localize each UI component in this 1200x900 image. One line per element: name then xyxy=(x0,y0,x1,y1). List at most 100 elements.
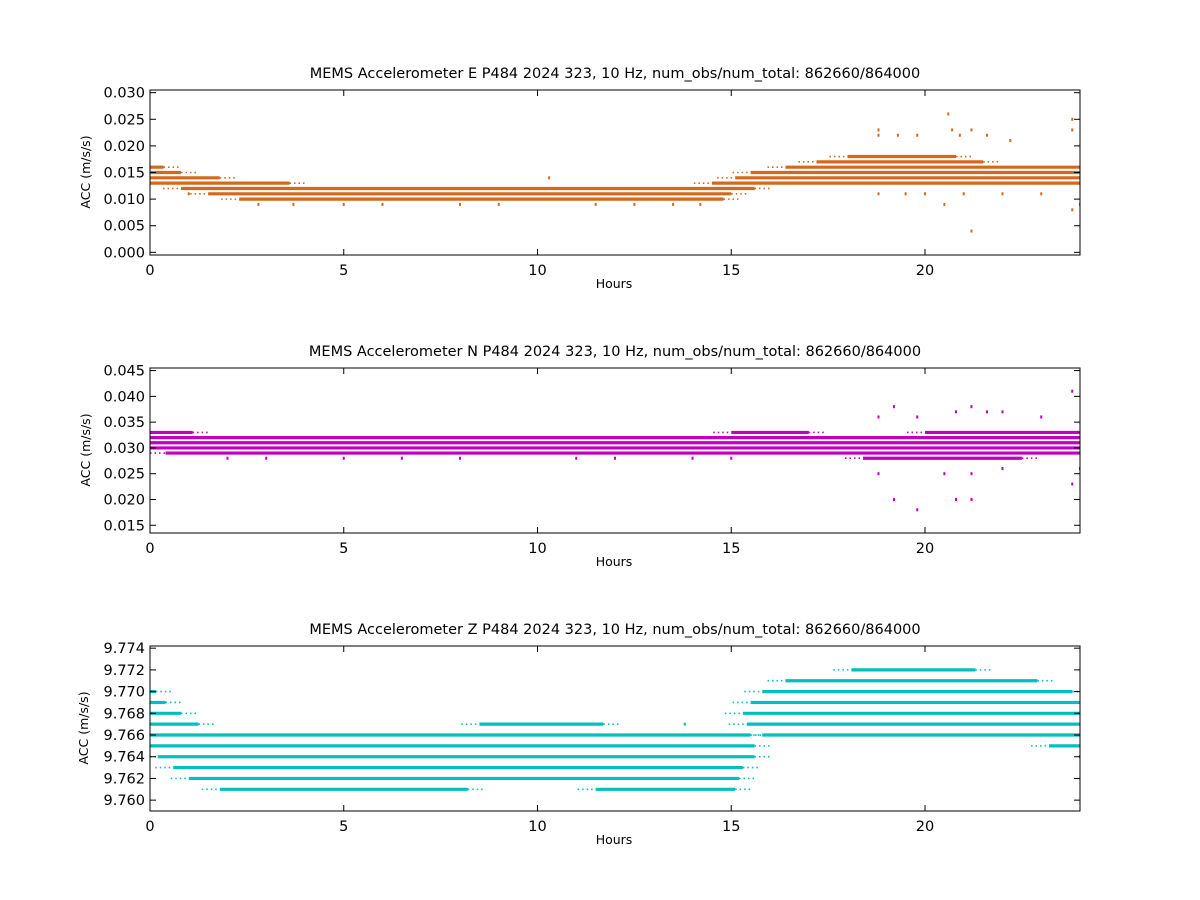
plot-marks xyxy=(150,112,1080,233)
data-point xyxy=(877,415,880,419)
data-point xyxy=(877,133,880,137)
y-tick-label: 0.030 xyxy=(103,86,145,102)
data-point xyxy=(1071,128,1074,132)
y-tick-label: 9.762 xyxy=(103,771,145,787)
y-tick-label: 9.766 xyxy=(103,728,145,744)
data-point xyxy=(1001,410,1004,414)
x-tick-label: 0 xyxy=(145,541,154,557)
data-point xyxy=(916,415,919,419)
data-point xyxy=(257,202,260,206)
data-point xyxy=(1001,192,1004,196)
y-tick-label: 0.040 xyxy=(103,389,145,405)
data-point xyxy=(342,202,345,206)
y-tick-label: 9.770 xyxy=(103,685,145,701)
y-tick-label: 0.020 xyxy=(103,492,145,508)
data-point xyxy=(633,202,636,206)
axis-ticks: 0 5 10 15 20 0.000 0.005 0.010 0.015 0.020 0.025 0.… xyxy=(103,86,1080,279)
data-point xyxy=(1071,208,1074,212)
y-tick-label: 9.760 xyxy=(103,793,145,809)
x-tick-label: 5 xyxy=(339,263,348,279)
y-tick-label: 9.774 xyxy=(103,641,145,657)
x-tick-label: 15 xyxy=(722,541,740,557)
plot-frame xyxy=(149,367,1081,534)
data-point xyxy=(916,133,919,137)
x-tick-label: 5 xyxy=(339,819,348,835)
x-axis-label: Hours xyxy=(596,276,633,291)
x-tick-label: 20 xyxy=(916,819,934,835)
data-point xyxy=(893,405,895,409)
data-point xyxy=(381,202,384,206)
data-point xyxy=(958,133,961,137)
data-point xyxy=(955,410,957,414)
x-tick-label: 20 xyxy=(916,263,934,279)
data-point xyxy=(896,133,899,137)
data-point xyxy=(893,497,895,501)
data-point xyxy=(904,192,907,196)
y-tick-label: 0.015 xyxy=(103,166,145,182)
y-tick-label: 0.025 xyxy=(103,467,145,483)
data-point xyxy=(459,456,461,460)
data-point xyxy=(672,202,675,206)
x-tick-label: 0 xyxy=(145,263,154,279)
x-tick-label: 20 xyxy=(916,541,934,557)
data-point xyxy=(1071,389,1074,393)
x-tick-label: 10 xyxy=(528,263,546,279)
x-axis-label: Hours xyxy=(596,554,633,569)
y-tick-label: 0.015 xyxy=(103,518,145,534)
data-point xyxy=(877,472,880,476)
data-point xyxy=(459,202,461,206)
chart-panel-e: MEMS Accelerometer E P484 2024 323, 10 H… xyxy=(78,66,1081,291)
data-point xyxy=(187,192,190,196)
data-point xyxy=(970,472,973,476)
data-point xyxy=(548,176,551,180)
x-tick-label: 10 xyxy=(528,541,546,557)
y-tick-label: 0.010 xyxy=(103,192,145,208)
y-tick-label: 9.772 xyxy=(103,663,145,679)
data-point xyxy=(699,202,702,206)
y-tick-label: 0.005 xyxy=(103,219,145,235)
chart-title: MEMS Accelerometer Z P484 2024 323, 10 H… xyxy=(309,622,920,638)
plot-marks xyxy=(150,668,1080,791)
chart-panel-z: MEMS Accelerometer Z P484 2024 323, 10 H… xyxy=(76,622,1081,847)
data-point xyxy=(342,456,345,460)
data-point xyxy=(924,192,926,196)
data-point xyxy=(1040,415,1043,419)
data-point xyxy=(951,128,954,132)
data-point xyxy=(265,456,268,460)
y-axis-label: ACC (m/s/s) xyxy=(78,135,93,208)
data-point xyxy=(1040,192,1043,196)
y-tick-label: 0.025 xyxy=(103,112,145,128)
data-point xyxy=(943,472,946,476)
data-point xyxy=(1001,467,1004,471)
chart-title: MEMS Accelerometer N P484 2024 323, 10 H… xyxy=(309,344,921,360)
data-point xyxy=(575,456,578,460)
y-axis-label: ACC (m/s/s) xyxy=(76,691,91,764)
data-point xyxy=(1071,482,1074,486)
data-point xyxy=(292,202,295,206)
chart-title: MEMS Accelerometer E P484 2024 323, 10 H… xyxy=(310,66,920,82)
data-point xyxy=(877,128,880,132)
data-point xyxy=(730,456,733,460)
x-tick-label: 5 xyxy=(339,541,348,557)
x-tick-label: 0 xyxy=(145,819,154,835)
x-tick-label: 15 xyxy=(722,263,740,279)
x-tick-label: 15 xyxy=(722,819,740,835)
data-point xyxy=(1009,139,1012,143)
y-tick-label: 9.768 xyxy=(103,706,145,722)
data-point xyxy=(943,202,946,206)
y-tick-label: 0.000 xyxy=(103,245,145,261)
y-tick-label: 0.045 xyxy=(103,364,145,380)
plot-marks xyxy=(150,389,1080,512)
data-point xyxy=(400,456,403,460)
y-axis-label: ACC (m/s/s) xyxy=(78,413,93,486)
data-point xyxy=(970,497,973,501)
data-point xyxy=(226,456,229,460)
data-point xyxy=(955,497,957,501)
x-tick-label: 10 xyxy=(528,819,546,835)
chart-panel-n: MEMS Accelerometer N P484 2024 323, 10 H… xyxy=(78,344,1081,569)
data-point xyxy=(986,133,988,137)
data-point xyxy=(970,229,973,233)
data-point xyxy=(970,128,973,132)
